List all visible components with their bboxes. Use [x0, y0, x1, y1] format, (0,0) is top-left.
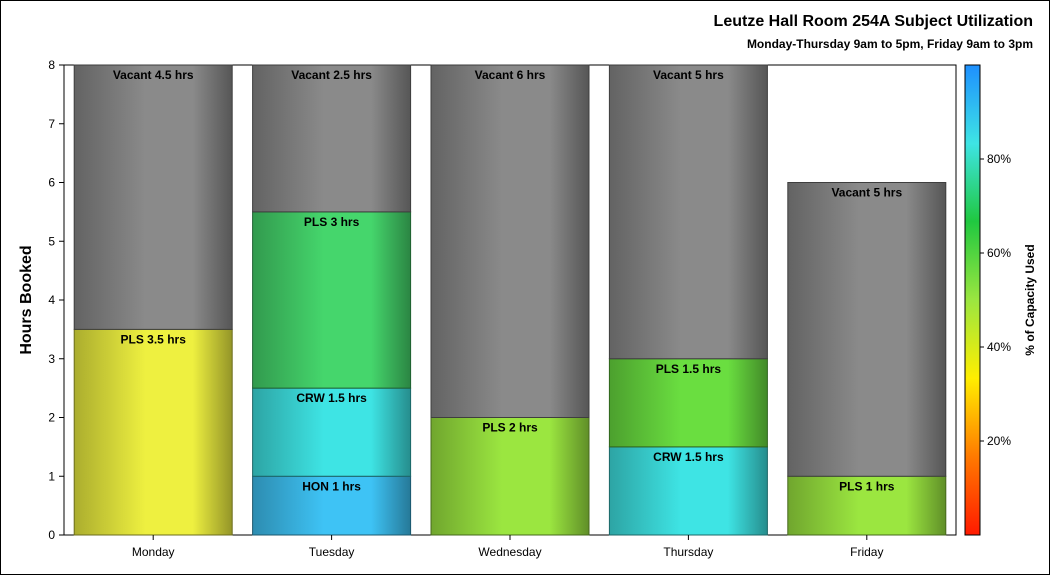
bar-segment — [430, 417, 590, 536]
bar-tuesday: HON 1 hrs CRW 1.5 hrs PLS 3 hrs Vacant 2.5 … — [252, 64, 412, 536]
colorbar-tick-label: 20% — [987, 434, 1011, 448]
y-axis-title: Hours Booked — [18, 245, 35, 354]
segment-label: Vacant 4.5 hrs — [113, 68, 194, 82]
bar-segment — [787, 182, 947, 477]
x-tick-label: Tuesday — [309, 545, 355, 559]
bar-monday: PLS 3.5 hrs Vacant 4.5 hrs — [73, 64, 233, 536]
colorbar-tick-label: 80% — [987, 152, 1011, 166]
segment-label: PLS 3.5 hrs — [121, 332, 187, 346]
colorbar-tick-label: 60% — [987, 246, 1011, 260]
bar-segment — [787, 475, 947, 536]
colorbar-title: % of Capacity Used — [1023, 244, 1037, 355]
y-tick-label: 8 — [48, 58, 55, 72]
bars: PLS 3.5 hrs Vacant 4.5 hrs HON 1 hrs CRW 1.… — [73, 64, 947, 536]
y-tick-label: 3 — [48, 352, 55, 366]
bar-segment — [608, 446, 768, 536]
colorbar-tick-label: 40% — [987, 340, 1011, 354]
segment-label: Vacant 2.5 hrs — [291, 68, 372, 82]
bar-segment — [430, 64, 590, 418]
segment-label: PLS 1.5 hrs — [656, 362, 722, 376]
x-tick-label: Wednesday — [478, 545, 541, 559]
bar-segment — [252, 475, 412, 536]
y-tick-label: 0 — [48, 528, 55, 542]
y-tick-label: 2 — [48, 411, 55, 425]
y-tick-label: 1 — [48, 469, 55, 483]
y-tick-label: 5 — [48, 234, 55, 248]
colorbar-scale — [964, 64, 981, 536]
y-tick-label: 7 — [48, 117, 55, 131]
bar-thursday: CRW 1.5 hrs PLS 1.5 hrs Vacant 5 hrs — [608, 64, 768, 536]
bar-segment — [73, 64, 233, 330]
x-tick-label: Monday — [132, 545, 175, 559]
bar-segment — [252, 387, 412, 477]
segment-label: Vacant 5 hrs — [653, 68, 724, 82]
segment-label: PLS 2 hrs — [482, 421, 538, 435]
segment-label: CRW 1.5 hrs — [296, 391, 367, 405]
segment-label: PLS 3 hrs — [304, 215, 360, 229]
chart-subtitle: Monday-Thursday 9am to 5pm, Friday 9am t… — [746, 37, 1033, 51]
segment-label: Vacant 6 hrs — [475, 68, 546, 82]
bar-segment — [252, 211, 412, 389]
y-tick-label: 4 — [48, 293, 55, 307]
bar-segment — [608, 64, 768, 360]
y-tick-label: 6 — [48, 176, 55, 190]
segment-label: CRW 1.5 hrs — [653, 450, 724, 464]
bar-segment — [73, 328, 233, 536]
segment-label: Vacant 5 hrs — [831, 186, 902, 200]
segment-label: HON 1 hrs — [302, 479, 361, 493]
colorbar: 20% 40% 60% 80% % of Capacity Used — [964, 64, 1037, 536]
bar-segment — [608, 358, 768, 448]
bar-friday: PLS 1 hrs Vacant 5 hrs — [787, 182, 947, 536]
bar-wednesday: PLS 2 hrs Vacant 6 hrs — [430, 64, 590, 536]
axes: Monday Tuesday Wednesday Thursday Friday 0 1 2 3… — [18, 58, 883, 559]
chart-title: Leutze Hall Room 254A Subject Utilizatio… — [713, 13, 1033, 30]
bar-segment — [252, 64, 412, 213]
x-tick-label: Friday — [850, 545, 883, 559]
x-tick-label: Thursday — [663, 545, 713, 559]
segment-label: PLS 1 hrs — [839, 479, 895, 493]
